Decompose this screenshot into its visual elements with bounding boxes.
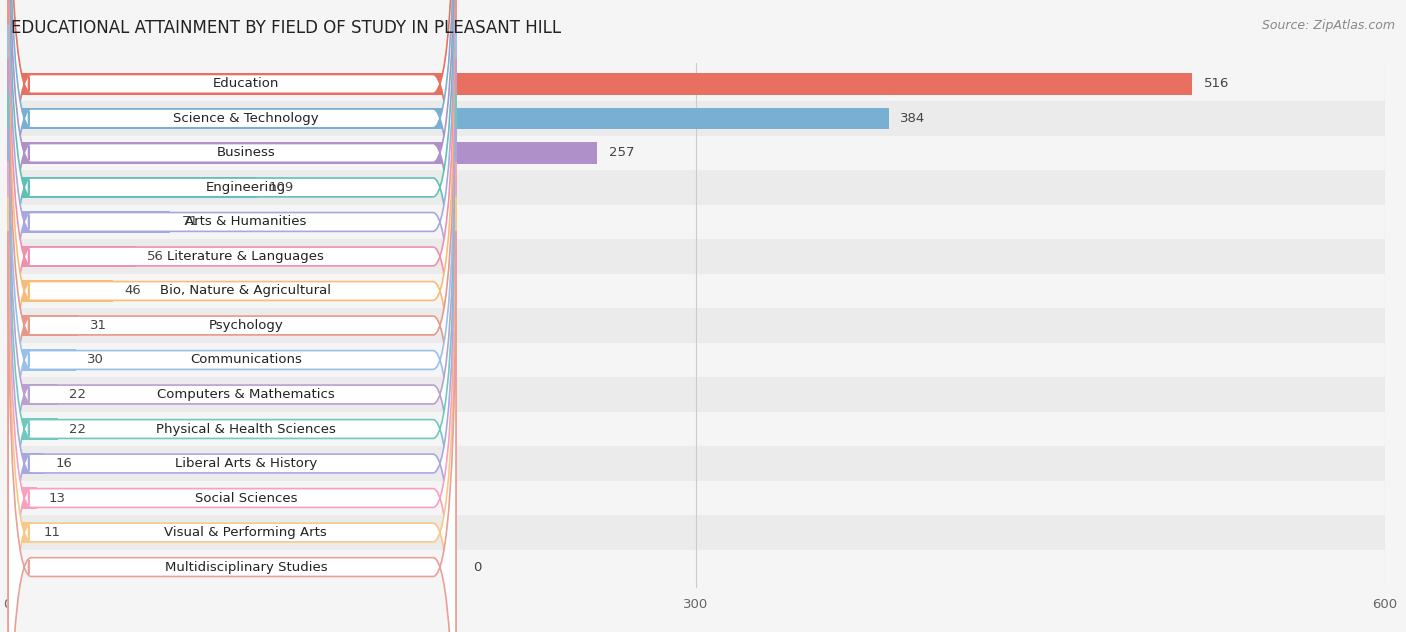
FancyBboxPatch shape <box>8 0 456 557</box>
Bar <box>7 274 1385 308</box>
Text: 516: 516 <box>1204 77 1229 90</box>
Bar <box>7 343 1385 377</box>
Bar <box>7 308 1385 343</box>
Text: Multidisciplinary Studies: Multidisciplinary Studies <box>165 561 328 574</box>
Text: Bio, Nature & Agricultural: Bio, Nature & Agricultural <box>160 284 332 298</box>
Text: 384: 384 <box>900 112 925 125</box>
Text: Computers & Mathematics: Computers & Mathematics <box>157 388 335 401</box>
Text: Engineering: Engineering <box>205 181 285 194</box>
Text: Source: ZipAtlas.com: Source: ZipAtlas.com <box>1261 19 1395 32</box>
FancyBboxPatch shape <box>8 162 456 632</box>
FancyBboxPatch shape <box>8 197 456 632</box>
Text: 16: 16 <box>55 457 72 470</box>
Text: Liberal Arts & History: Liberal Arts & History <box>174 457 316 470</box>
FancyBboxPatch shape <box>8 0 456 489</box>
Bar <box>7 170 1385 205</box>
Text: 30: 30 <box>87 353 104 367</box>
Bar <box>7 107 889 129</box>
Bar <box>7 453 44 474</box>
FancyBboxPatch shape <box>8 94 456 632</box>
FancyBboxPatch shape <box>8 0 456 632</box>
Text: 31: 31 <box>90 319 107 332</box>
Bar <box>7 522 32 544</box>
Text: Social Sciences: Social Sciences <box>194 492 297 504</box>
Text: EDUCATIONAL ATTAINMENT BY FIELD OF STUDY IN PLEASANT HILL: EDUCATIONAL ATTAINMENT BY FIELD OF STUDY… <box>11 19 561 37</box>
Text: 22: 22 <box>69 388 86 401</box>
FancyBboxPatch shape <box>8 0 456 627</box>
FancyBboxPatch shape <box>8 231 456 632</box>
Text: Physical & Health Sciences: Physical & Health Sciences <box>156 423 336 435</box>
Text: 0: 0 <box>474 561 482 574</box>
Text: Business: Business <box>217 147 276 159</box>
Text: Psychology: Psychology <box>208 319 283 332</box>
Bar <box>7 377 1385 412</box>
Bar <box>7 211 170 233</box>
Text: Literature & Languages: Literature & Languages <box>167 250 325 263</box>
Text: 13: 13 <box>48 492 65 504</box>
Bar <box>7 384 58 405</box>
Text: Science & Technology: Science & Technology <box>173 112 319 125</box>
FancyBboxPatch shape <box>8 24 456 632</box>
Bar <box>7 487 37 509</box>
Bar <box>7 280 112 301</box>
Bar <box>7 481 1385 515</box>
Text: Arts & Humanities: Arts & Humanities <box>186 216 307 228</box>
Text: 71: 71 <box>181 216 198 228</box>
Bar <box>7 205 1385 239</box>
FancyBboxPatch shape <box>8 0 456 523</box>
Bar <box>7 315 79 336</box>
Bar <box>7 349 76 371</box>
Bar <box>7 412 1385 446</box>
Bar <box>7 550 1385 585</box>
Bar <box>7 515 1385 550</box>
FancyBboxPatch shape <box>8 0 456 454</box>
Bar <box>7 177 257 198</box>
FancyBboxPatch shape <box>8 59 456 632</box>
Text: Visual & Performing Arts: Visual & Performing Arts <box>165 526 328 539</box>
Text: 46: 46 <box>124 284 141 298</box>
Bar <box>7 142 598 164</box>
Text: 109: 109 <box>269 181 294 194</box>
Bar <box>7 73 1192 95</box>
FancyBboxPatch shape <box>8 0 456 592</box>
Bar <box>7 101 1385 136</box>
Text: Communications: Communications <box>190 353 302 367</box>
FancyBboxPatch shape <box>8 128 456 632</box>
Bar <box>7 66 1385 101</box>
Text: 11: 11 <box>44 526 60 539</box>
Text: 257: 257 <box>609 147 634 159</box>
Bar <box>7 246 135 267</box>
FancyBboxPatch shape <box>8 0 456 420</box>
Text: 22: 22 <box>69 423 86 435</box>
Bar <box>7 418 58 440</box>
Text: 56: 56 <box>148 250 165 263</box>
Text: Education: Education <box>212 77 278 90</box>
Bar <box>7 136 1385 170</box>
Bar <box>7 446 1385 481</box>
Bar <box>7 239 1385 274</box>
